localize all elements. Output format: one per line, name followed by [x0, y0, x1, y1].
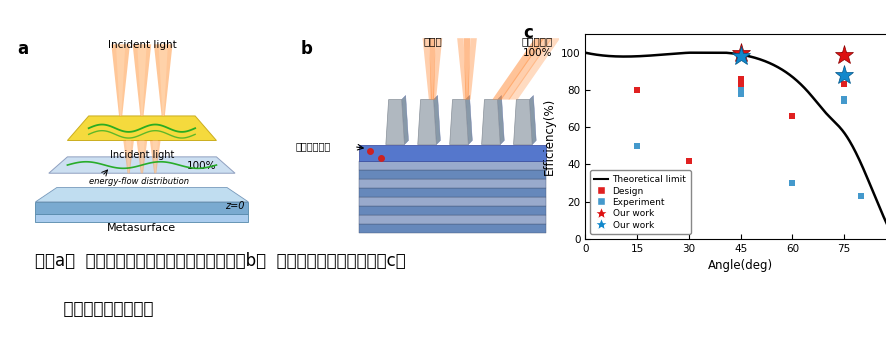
- Polygon shape: [126, 140, 131, 173]
- Bar: [359, 197, 545, 206]
- Bar: [359, 145, 545, 161]
- Polygon shape: [116, 44, 125, 116]
- Polygon shape: [137, 44, 146, 116]
- Polygon shape: [492, 38, 544, 100]
- Polygon shape: [136, 140, 147, 173]
- Polygon shape: [456, 38, 466, 100]
- Bar: [359, 224, 545, 233]
- Text: 入射光: 入射光: [423, 36, 441, 46]
- Polygon shape: [35, 202, 248, 214]
- Polygon shape: [529, 95, 536, 145]
- Polygon shape: [467, 38, 477, 100]
- Polygon shape: [49, 157, 235, 173]
- Polygon shape: [432, 38, 442, 100]
- Polygon shape: [154, 44, 172, 116]
- Polygon shape: [417, 100, 436, 145]
- Text: c: c: [523, 24, 532, 42]
- Bar: [359, 206, 545, 215]
- Polygon shape: [150, 140, 160, 173]
- Y-axis label: Efficiency(%): Efficiency(%): [541, 98, 555, 175]
- Theoretical limit: [727, 51, 738, 56]
- Polygon shape: [465, 95, 472, 145]
- Text: z=0: z=0: [225, 201, 245, 211]
- Theoretical limit: [832, 124, 843, 128]
- Bar: [359, 179, 545, 188]
- Polygon shape: [385, 100, 404, 145]
- Polygon shape: [481, 100, 500, 145]
- Polygon shape: [35, 214, 248, 222]
- Text: b: b: [300, 40, 312, 58]
- Legend: Theoretical limit, Design, Experiment, Our work, Our work: Theoretical limit, Design, Experiment, O…: [589, 170, 690, 234]
- Polygon shape: [433, 95, 440, 145]
- Text: 图（a）  完美异常反射的能流分布形式；图（b）  准三维亚波长结构；图（c）: 图（a） 完美异常反射的能流分布形式；图（b） 准三维亚波长结构；图（c）: [35, 252, 406, 270]
- Theoretical limit: [881, 222, 886, 226]
- Polygon shape: [449, 100, 468, 145]
- Polygon shape: [513, 100, 532, 145]
- Polygon shape: [429, 38, 435, 100]
- Bar: [359, 215, 545, 224]
- Text: Metasurface: Metasurface: [107, 223, 176, 233]
- Text: energy-flow distribution: energy-flow distribution: [89, 177, 189, 186]
- Polygon shape: [401, 95, 408, 145]
- Polygon shape: [463, 38, 470, 100]
- Polygon shape: [35, 188, 248, 202]
- X-axis label: Angle(deg): Angle(deg): [707, 259, 773, 272]
- Line: Theoretical limit: Theoretical limit: [585, 53, 886, 239]
- Polygon shape: [133, 44, 151, 116]
- Bar: [359, 188, 545, 197]
- Text: 100%: 100%: [187, 161, 216, 171]
- Polygon shape: [67, 116, 216, 140]
- Text: 异常反射光
100%: 异常反射光 100%: [521, 36, 553, 58]
- Polygon shape: [159, 44, 167, 116]
- Polygon shape: [139, 140, 144, 173]
- Theoretical limit: [746, 55, 757, 59]
- Polygon shape: [500, 38, 552, 100]
- Text: 与已有工作效率对比: 与已有工作效率对比: [53, 300, 153, 318]
- Theoretical limit: [579, 51, 590, 55]
- Polygon shape: [152, 140, 158, 173]
- Text: 多层膜超表面: 多层膜超表面: [295, 142, 330, 152]
- Polygon shape: [422, 38, 431, 100]
- Theoretical limit: [763, 61, 773, 65]
- Theoretical limit: [726, 51, 736, 55]
- Polygon shape: [497, 95, 504, 145]
- Bar: [359, 170, 545, 179]
- Polygon shape: [123, 140, 134, 173]
- Text: a: a: [17, 40, 28, 58]
- Text: Incident light: Incident light: [107, 40, 176, 50]
- Polygon shape: [508, 38, 560, 100]
- Bar: [359, 161, 545, 170]
- Polygon shape: [112, 44, 129, 116]
- Text: Incident light: Incident light: [110, 150, 174, 160]
